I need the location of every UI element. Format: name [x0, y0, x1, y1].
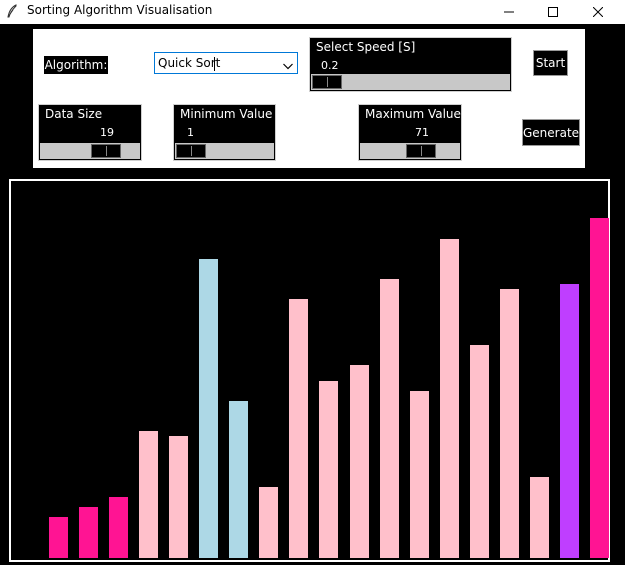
min-value-slider-thumb[interactable] — [176, 144, 206, 158]
minimize-icon — [504, 11, 514, 13]
bar — [259, 487, 278, 558]
max-value-label: Maximum Value — [365, 107, 461, 121]
max-value-scale: Maximum Value 71 — [358, 104, 462, 161]
data-size-label: Data Size — [45, 107, 103, 121]
bar — [500, 289, 519, 558]
bar — [530, 477, 549, 558]
data-size-slider[interactable] — [40, 143, 140, 159]
visualisation-canvas — [9, 179, 610, 562]
min-value-slider[interactable] — [175, 143, 274, 159]
speed-slider[interactable] — [311, 74, 510, 90]
bar — [169, 436, 188, 558]
maximize-button[interactable] — [530, 0, 576, 24]
bar — [289, 299, 308, 558]
bar — [470, 345, 489, 558]
bar — [590, 218, 609, 558]
min-value-label: Minimum Value — [180, 107, 273, 121]
min-value-scale: Minimum Value 1 — [173, 104, 276, 161]
bar — [410, 391, 429, 558]
min-value-value: 1 — [187, 126, 194, 139]
bar — [199, 259, 218, 558]
close-icon — [593, 7, 603, 17]
bar — [139, 431, 158, 558]
bar — [560, 284, 579, 558]
bar — [109, 497, 128, 558]
window-title: Sorting Algorithm Visualisation — [27, 3, 213, 17]
bar — [440, 239, 459, 558]
bar — [49, 517, 68, 558]
chevron-down-icon — [283, 59, 293, 73]
algorithm-value: Quick Sort — [158, 56, 221, 70]
algorithm-select[interactable]: Quick Sort — [154, 52, 298, 74]
bar — [380, 279, 399, 558]
maximize-icon — [548, 7, 558, 17]
data-size-scale: Data Size 19 — [38, 104, 142, 161]
max-value-value: 71 — [415, 126, 429, 139]
start-button[interactable]: Start — [533, 50, 568, 76]
close-button[interactable] — [575, 0, 621, 24]
generate-button[interactable]: Generate — [522, 119, 580, 146]
title-bar: Sorting Algorithm Visualisation — [0, 0, 625, 24]
speed-slider-thumb[interactable] — [312, 75, 342, 89]
speed-value: 0.2 — [321, 59, 339, 72]
max-value-slider[interactable] — [360, 143, 460, 159]
feather-icon — [6, 4, 18, 21]
bar — [350, 365, 369, 558]
data-size-value: 19 — [100, 126, 114, 139]
max-value-slider-thumb[interactable] — [406, 144, 436, 158]
algorithm-label: Algorithm: — [44, 56, 108, 74]
bar — [319, 381, 338, 558]
bar — [229, 401, 248, 558]
data-size-slider-thumb[interactable] — [91, 144, 121, 158]
minimize-button[interactable] — [486, 0, 532, 24]
bar — [79, 507, 98, 558]
speed-label: Select Speed [S] — [316, 40, 416, 54]
speed-scale: Select Speed [S] 0.2 — [309, 37, 512, 92]
control-panel: Algorithm: Quick Sort Select Speed [S] 0… — [33, 29, 585, 168]
text-caret — [214, 57, 215, 71]
